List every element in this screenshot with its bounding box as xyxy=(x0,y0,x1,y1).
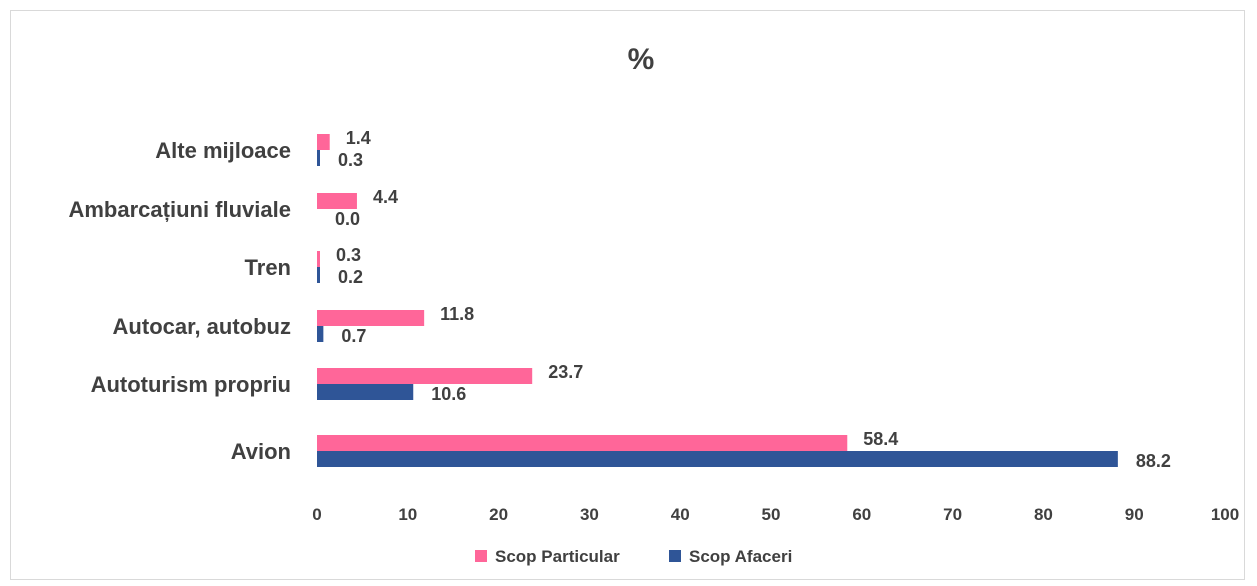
bar-scop-afaceri xyxy=(317,451,1118,467)
bar-scop-particular xyxy=(317,368,533,384)
data-label: 0.3 xyxy=(338,150,363,170)
legend-swatch xyxy=(669,550,681,562)
bar-scop-particular xyxy=(317,435,848,451)
data-label: 88.2 xyxy=(1136,451,1171,471)
category-label: Avion xyxy=(231,439,291,464)
data-label: 0.2 xyxy=(338,267,363,287)
chart-title: % xyxy=(628,43,655,76)
x-tick-label: 0 xyxy=(312,505,321,524)
x-axis-ticks: 0 10 20 30 40 50 60 70 80 90 100 xyxy=(312,505,1239,524)
category-label: Tren xyxy=(245,255,291,280)
x-tick-label: 60 xyxy=(852,505,871,524)
x-tick-label: 10 xyxy=(398,505,417,524)
data-labels: 58.4 23.7 11.8 0.3 4.4 1.4 88.2 10.6 0.7 0.2 0.0 0.… xyxy=(335,128,1171,471)
x-tick-label: 80 xyxy=(1034,505,1053,524)
bar-scop-afaceri xyxy=(317,326,324,342)
category-label: Autoturism propriu xyxy=(91,372,291,397)
bar-scop-afaceri xyxy=(317,384,414,400)
bar-scop-particular xyxy=(317,193,357,209)
x-tick-label: 30 xyxy=(580,505,599,524)
chart-area: % Avion Autoturism propriu Autocar, autobu… xyxy=(10,10,1245,580)
category-label: Alte mijloace xyxy=(155,138,291,163)
x-tick-label: 50 xyxy=(762,505,781,524)
data-label: 11.8 xyxy=(440,304,474,324)
x-tick-label: 40 xyxy=(671,505,690,524)
bar-scop-particular xyxy=(317,251,320,267)
data-label: 58.4 xyxy=(863,429,898,449)
legend-label: Scop Particular xyxy=(495,547,620,566)
category-label: Ambarcațiuni fluviale xyxy=(68,197,291,222)
data-label: 0.7 xyxy=(341,326,366,346)
bar-scop-particular xyxy=(317,134,330,150)
data-label: 23.7 xyxy=(548,362,583,382)
category-label: Autocar, autobuz xyxy=(113,314,291,339)
x-tick-label: 100 xyxy=(1211,505,1239,524)
bar-scop-afaceri xyxy=(317,267,320,283)
category-labels: Avion Autoturism propriu Autocar, autobuz T… xyxy=(68,138,291,464)
data-label: 1.4 xyxy=(346,128,371,148)
x-tick-label: 20 xyxy=(489,505,508,524)
data-label: 0.0 xyxy=(335,209,360,229)
bar-scop-afaceri xyxy=(317,150,320,166)
bar-chart: % Avion Autoturism propriu Autocar, autobu… xyxy=(68,43,1239,566)
legend: Scop Particular Scop Afaceri xyxy=(475,547,792,566)
x-tick-label: 90 xyxy=(1125,505,1144,524)
bars xyxy=(317,134,1118,467)
bar-scop-particular xyxy=(317,310,425,326)
data-label: 0.3 xyxy=(336,245,361,265)
legend-swatch xyxy=(475,550,487,562)
data-label: 10.6 xyxy=(431,384,466,404)
legend-label: Scop Afaceri xyxy=(689,547,792,566)
x-tick-label: 70 xyxy=(943,505,962,524)
data-label: 4.4 xyxy=(373,187,398,207)
